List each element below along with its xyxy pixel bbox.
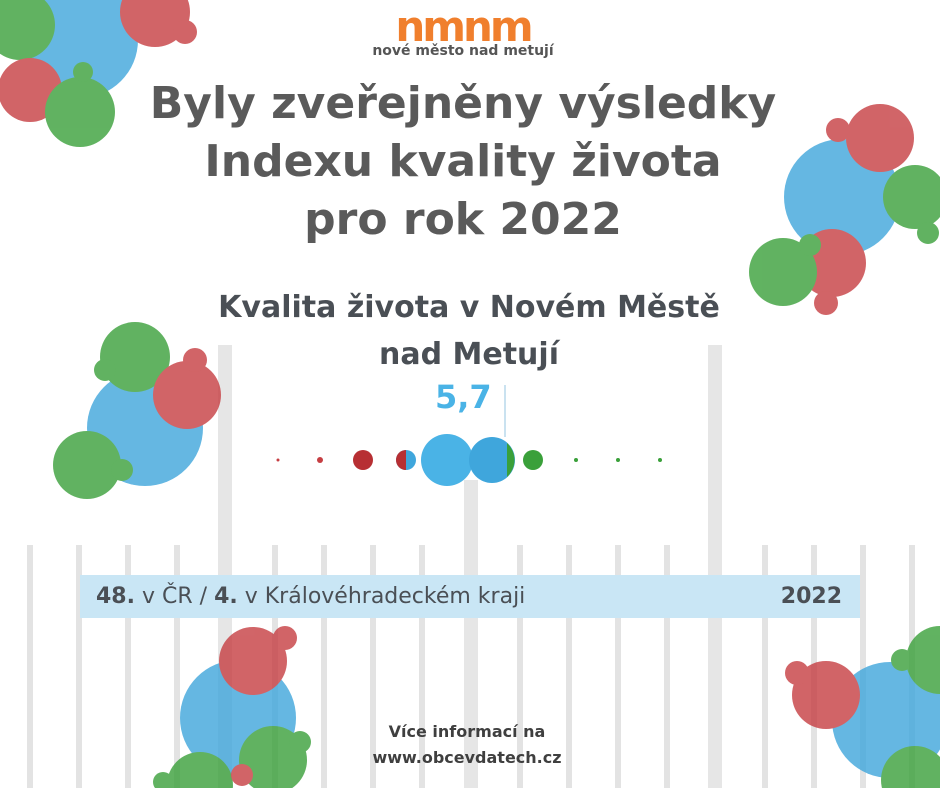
subtitle-line: nad Metují xyxy=(379,337,559,372)
logo-mark: nmnm xyxy=(395,2,533,51)
national-rank: 48. xyxy=(96,584,135,609)
year: 2022 xyxy=(780,584,842,609)
rank-text: 48. v ČR / 4. v Královéhradeckém kraji xyxy=(96,584,525,609)
distribution-dots xyxy=(276,434,662,486)
score: 5,7 xyxy=(435,378,492,416)
regional-label: v Královéhradeckém kraji xyxy=(244,584,526,609)
title-line: Indexu kvality života xyxy=(204,136,722,187)
footer-text: Více informací na xyxy=(388,722,546,741)
title-line: pro rok 2022 xyxy=(304,194,622,245)
rank-bar: 48. v ČR / 4. v Královéhradeckém kraji 2… xyxy=(80,575,860,618)
footer-url[interactable]: www.obcevdatech.cz xyxy=(372,748,562,767)
national-label: v ČR / xyxy=(141,584,208,609)
logo-text: nové město nad metují xyxy=(372,43,554,59)
subtitle-line: Kvalita života v Novém Městě xyxy=(218,290,720,325)
title-line: Byly zveřejněny výsledky xyxy=(149,78,777,129)
regional-rank: 4. xyxy=(214,584,238,609)
